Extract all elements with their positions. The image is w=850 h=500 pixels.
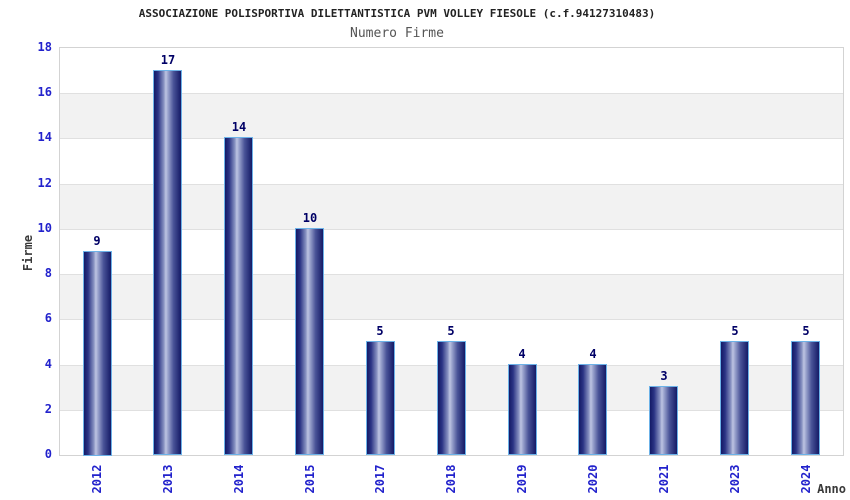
x-tick-label-2015: 2015 — [303, 464, 317, 494]
y-tick-label: 8 — [44, 266, 52, 281]
plot-band — [60, 274, 843, 320]
x-tick-label-2012: 2012 — [90, 464, 104, 494]
bar-value-label: 14 — [231, 120, 247, 134]
bar-2018 — [437, 341, 466, 455]
chart-title: ASSOCIAZIONE POLISPORTIVA DILETTANTISTIC… — [138, 7, 656, 20]
bar-2017 — [366, 341, 395, 455]
gridline — [60, 183, 843, 185]
x-axis-label: Anno — [817, 482, 846, 496]
bar-value-label: 9 — [93, 234, 101, 248]
gridline — [60, 228, 843, 230]
x-tick-label-2019: 2019 — [515, 464, 529, 494]
bar-value-label: 3 — [660, 369, 668, 383]
y-tick-label: 14 — [37, 130, 52, 145]
bar-value-label: 5 — [376, 324, 384, 338]
y-tick-label: 12 — [37, 175, 52, 190]
gridline — [60, 319, 843, 321]
bar-2023 — [720, 341, 749, 455]
bar-2019 — [508, 364, 537, 455]
bar-value-label: 4 — [589, 347, 597, 361]
gridline — [60, 93, 843, 95]
y-tick-label: 16 — [37, 85, 52, 100]
plot-band — [60, 93, 843, 139]
x-tick-label-2023: 2023 — [728, 464, 742, 494]
x-tick-label-2017: 2017 — [373, 464, 387, 494]
bar-2014 — [224, 137, 253, 455]
x-tick-label-2018: 2018 — [444, 464, 458, 494]
bar-value-label: 5 — [802, 324, 810, 338]
y-tick-label: 2 — [44, 401, 52, 416]
bar-value-label: 5 — [731, 324, 739, 338]
bar-2013 — [153, 70, 182, 455]
chart-subtitle: Numero Firme — [350, 26, 444, 41]
bar-value-label: 17 — [160, 53, 176, 67]
y-tick-label: 18 — [37, 40, 52, 54]
bar-2015 — [295, 228, 324, 455]
y-tick-label: 0 — [44, 447, 52, 461]
bar-value-label: 10 — [302, 211, 318, 225]
gridline — [60, 274, 843, 276]
x-tick-label-2013: 2013 — [161, 464, 175, 494]
x-tick-label-2020: 2020 — [586, 464, 600, 494]
plot-band — [60, 183, 843, 229]
y-tick-label: 10 — [37, 220, 52, 235]
bar-2024 — [791, 341, 820, 455]
y-tick-label: 6 — [44, 311, 52, 326]
bar-2020 — [578, 364, 607, 455]
bar-2021 — [649, 386, 678, 455]
x-tick-label-2014: 2014 — [232, 464, 246, 494]
bar-value-label: 5 — [447, 324, 455, 338]
bar-value-label: 4 — [518, 347, 526, 361]
bar-2012 — [83, 251, 112, 456]
gridline — [60, 138, 843, 140]
y-tick-label: 4 — [44, 356, 52, 371]
plot-area — [59, 47, 844, 456]
x-tick-label-2021: 2021 — [657, 464, 671, 494]
